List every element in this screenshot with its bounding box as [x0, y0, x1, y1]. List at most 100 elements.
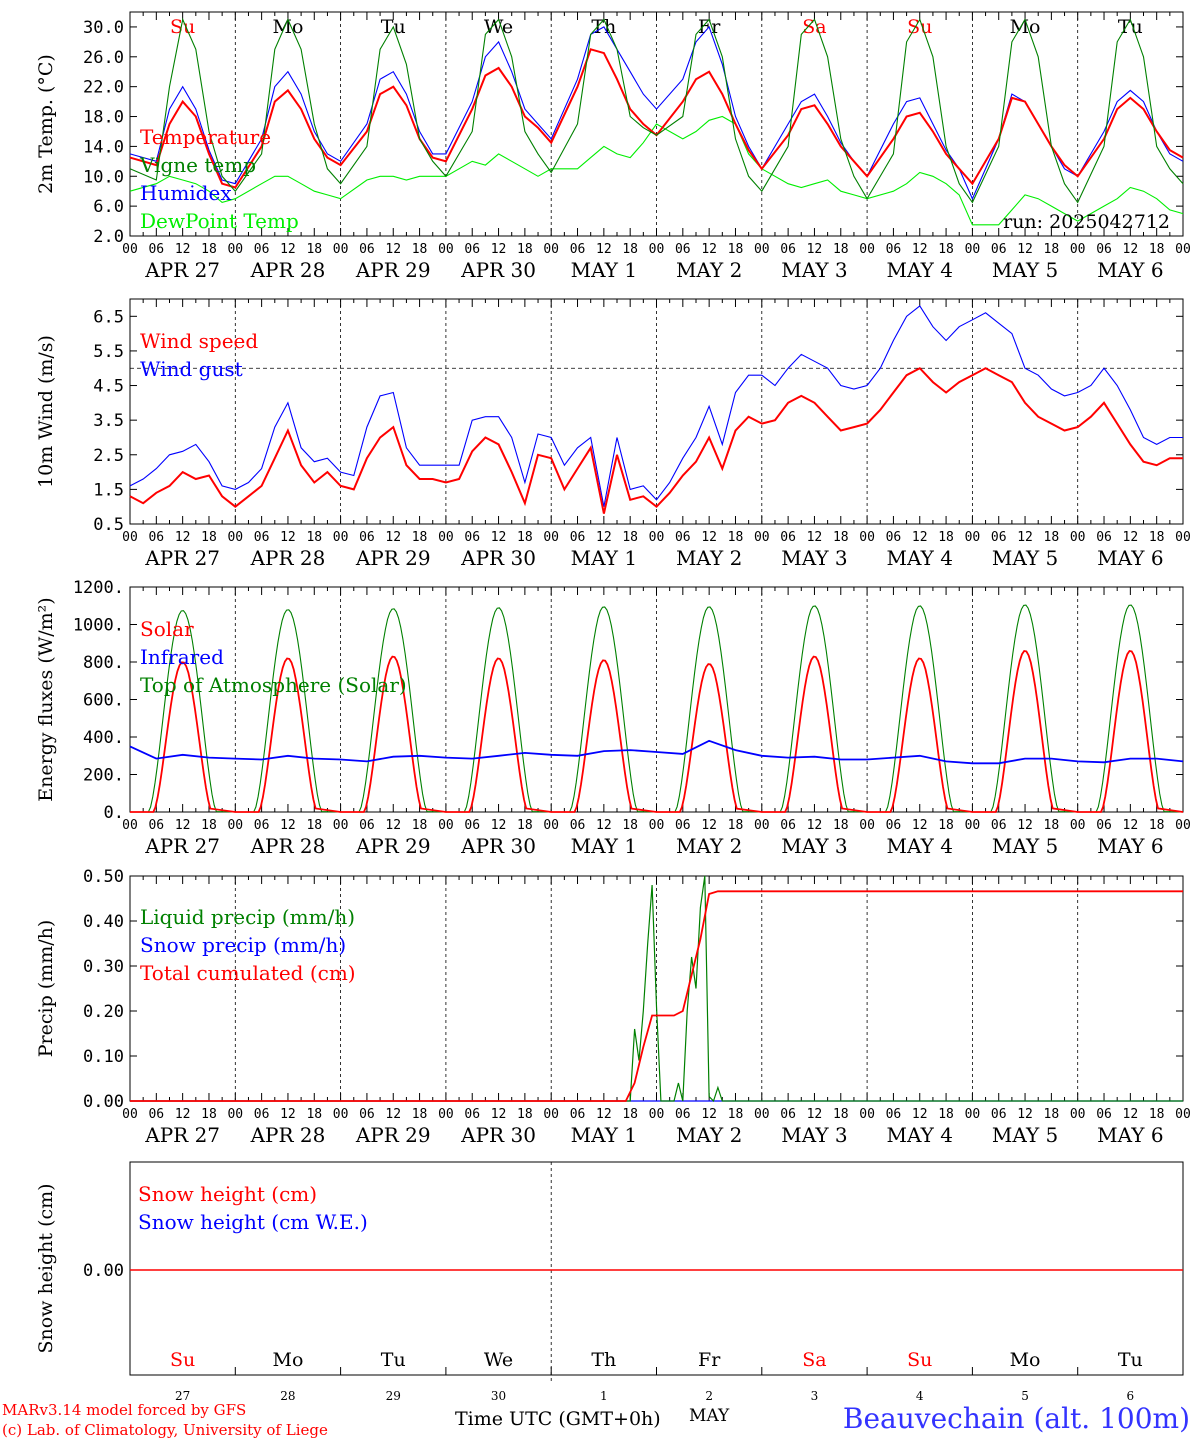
panel-1-hour-label: 00	[1175, 530, 1191, 545]
panel-0-hour-label: 12	[491, 242, 507, 257]
panel-1-hour-label: 18	[517, 530, 533, 545]
panel-2-date-label: MAY 3	[781, 834, 847, 858]
panel-0-date-label: APR 30	[460, 258, 536, 282]
panel-0-ytick-label: 6.0	[93, 197, 124, 217]
panel-0-hour-label: 18	[517, 242, 533, 257]
panel-3-hour-label: 00	[438, 1107, 454, 1122]
panel-1-hour-label: 00	[333, 530, 349, 545]
panel-3-date-label: MAY 3	[781, 1123, 847, 1147]
panel-4-legend-snow-height-cm-w-e-: Snow height (cm W.E.)	[138, 1210, 368, 1234]
panel-0-date-label: MAY 2	[676, 258, 742, 282]
series-line-total-cumulated-cm-	[130, 890, 1183, 1102]
panel-1-hour-label: 12	[1017, 530, 1033, 545]
panel-2-hour-label: 18	[622, 818, 638, 833]
panel-3-hour-label: 18	[306, 1107, 322, 1122]
panel-0-ytick-label: 30.0	[83, 18, 124, 38]
panel-2-hour-label: 12	[491, 818, 507, 833]
panel-1-date-label: MAY 3	[781, 546, 847, 570]
panel-4-ylabel: Snow height (cm)	[35, 1183, 57, 1353]
panel-1-hour-label: 18	[622, 530, 638, 545]
x-axis-label: Time UTC (GMT+0h)	[455, 1408, 661, 1430]
panel-3-hour-label: 12	[912, 1107, 928, 1122]
panel-3-hour-label: 06	[1096, 1107, 1112, 1122]
panel-0-hour-label: 12	[1123, 242, 1139, 257]
panel-3-hour-label: 12	[280, 1107, 296, 1122]
panel-0-ytick-label: 26.0	[83, 48, 124, 68]
panel-2-hour-label: 00	[122, 818, 138, 833]
panel-1-ytick-label: 0.5	[93, 515, 124, 535]
panel-3-hour-label: 18	[1149, 1107, 1165, 1122]
panel-3-legend-total-cumulated-cm-: Total cumulated (cm)	[140, 961, 356, 985]
panel-2-hour-label: 06	[675, 818, 691, 833]
series-line-temperature	[129, 48, 1184, 189]
panel-0-hour-label: 18	[201, 242, 217, 257]
panel-3-hour-label: 18	[201, 1107, 217, 1122]
panel-0-ytick-label: 22.0	[83, 78, 124, 98]
panel-1-ytick-label: 3.5	[93, 411, 124, 431]
panel-2-date-label: MAY 2	[676, 834, 742, 858]
panel-3-hour-label: 00	[543, 1107, 559, 1122]
panel-2-hour-label: 00	[965, 818, 981, 833]
panel-0-hour-label: 06	[780, 242, 796, 257]
panel-3-hour-label: 12	[701, 1107, 717, 1122]
panel-2-hour-label: 12	[596, 818, 612, 833]
panel-3-ylabel: Precip (mm/h)	[35, 920, 57, 1058]
bottom-day-number: 1	[600, 1389, 608, 1403]
panel-0-hour-label: 18	[1149, 242, 1165, 257]
panel-1-hour-label: 06	[148, 530, 164, 545]
panel-3-hour-label: 06	[570, 1107, 586, 1122]
panel-2-hour-label: 00	[859, 818, 875, 833]
bottom-weekday-label: We	[484, 1349, 513, 1371]
series-line-liquid-precip-mm-h-	[130, 875, 1183, 1103]
panel-1-ytick-label: 1.5	[93, 480, 124, 500]
panel-3-ytick-label: 0.20	[83, 1002, 124, 1022]
panel-3-hour-label: 18	[622, 1107, 638, 1122]
panel-0-legend-dewpoint-temp: DewPoint Temp	[140, 209, 299, 233]
panel-2-hour-label: 12	[385, 818, 401, 833]
panel-1-hour-label: 06	[359, 530, 375, 545]
panel-1-hour-label: 06	[254, 530, 270, 545]
panel-3-hour-label: 00	[227, 1107, 243, 1122]
panel-1-date-label: APR 30	[460, 546, 536, 570]
panel-3-hour-label: 00	[965, 1107, 981, 1122]
panel-3-hour-label: 18	[517, 1107, 533, 1122]
panel-2-hour-label: 12	[1017, 818, 1033, 833]
panel-3-legend-snow-precip-mm-h-: Snow precip (mm/h)	[140, 933, 346, 957]
panel-3-ytick-label: 0.00	[83, 1092, 124, 1112]
panel-3-ytick-label: 0.40	[83, 912, 124, 932]
panel-2-ylabel: Energy fluxes (W/m²)	[35, 597, 57, 801]
series-line-dewpoint-temp	[129, 115, 1184, 226]
bottom-day-number: 30	[491, 1389, 506, 1403]
panel-0-hour-label: 00	[543, 242, 559, 257]
panel-2-legend-solar: Solar	[140, 617, 194, 641]
panel-0-hour-label: 00	[859, 242, 875, 257]
panel-1-hour-label: 12	[491, 530, 507, 545]
bottom-day-number: 27	[175, 1389, 190, 1403]
bottom-day-number: 3	[811, 1389, 819, 1403]
panel-0-hour-label: 00	[965, 242, 981, 257]
panel-0-hour-label: 06	[991, 242, 1007, 257]
panel-2-hour-label: 12	[807, 818, 823, 833]
panel-2-hour-label: 12	[280, 818, 296, 833]
panel-1-hour-label: 18	[1149, 530, 1165, 545]
panel-3-hour-label: 18	[728, 1107, 744, 1122]
bottom-day-number: 28	[280, 1389, 295, 1403]
panel-2-hour-label: 00	[438, 818, 454, 833]
panel-2-date-label: MAY 5	[992, 834, 1058, 858]
panel-3-date-label: MAY 6	[1097, 1123, 1163, 1147]
bottom-weekday-label: Su	[907, 1349, 932, 1371]
panel-1-hour-label: 00	[754, 530, 770, 545]
panel-0-weekday-label: Mo	[272, 16, 303, 38]
panel-2-hour-label: 00	[754, 818, 770, 833]
panel-3-hour-label: 06	[148, 1107, 164, 1122]
panel-2-date-label: APR 27	[144, 834, 220, 858]
panel-1-legend-wind-gust: Wind gust	[140, 357, 243, 381]
bottom-weekday-label: Fr	[698, 1349, 721, 1371]
panel-2-hour-label: 12	[701, 818, 717, 833]
panel-1-ylabel: 10m Wind (m/s)	[35, 335, 57, 488]
panel-3-date-label: MAY 5	[992, 1123, 1058, 1147]
credit-line-1: MARv3.14 model forced by GFS	[2, 1401, 246, 1419]
panel-0-ytick-label: 18.0	[83, 108, 124, 128]
panel-1-hour-label: 06	[991, 530, 1007, 545]
panel-1-date-label: MAY 5	[992, 546, 1058, 570]
